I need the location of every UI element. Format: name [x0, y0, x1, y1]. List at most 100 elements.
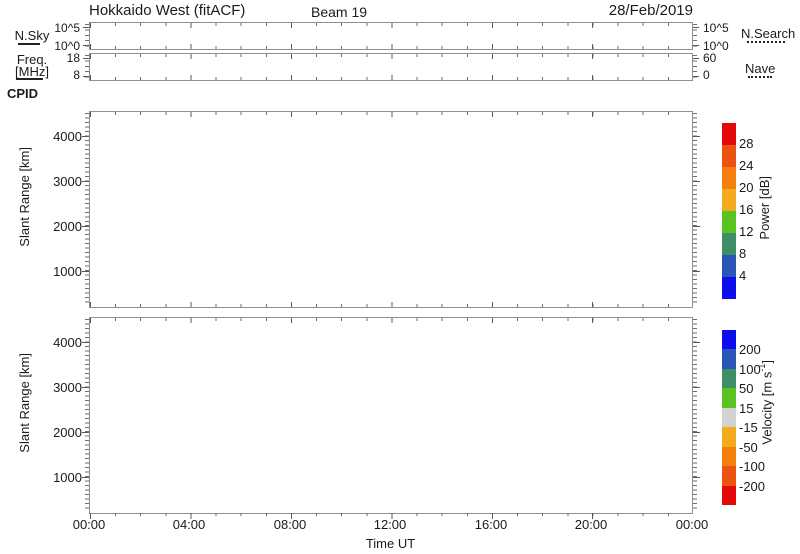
tick-comb	[82, 342, 89, 479]
colorbar-cell	[722, 255, 736, 277]
nsky-legend-label: N.Sky	[14, 28, 50, 43]
colorbar-cell	[722, 189, 736, 211]
velocity-colorbar-title-suffix: ]	[759, 360, 775, 364]
power-ylabel: Slant Range [km]	[17, 147, 32, 247]
plot-title: Hokkaido West (fitACF)	[89, 2, 246, 19]
velocity-range-time-panel	[82, 317, 700, 519]
colorbar-tick-label: 100	[739, 362, 761, 377]
colorbar-cell	[722, 145, 736, 167]
tick	[83, 45, 89, 46]
colorbar-cell	[722, 349, 736, 369]
tick-comb	[85, 55, 89, 79]
tick-comb	[90, 75, 692, 80]
nsky-ytick-top: 10^5	[54, 21, 80, 35]
beam-label: Beam 19	[311, 4, 368, 20]
date-label: 28/Feb/2019	[608, 2, 693, 19]
tick	[693, 27, 699, 28]
tick	[693, 58, 699, 59]
colorbar-cell	[722, 485, 736, 505]
tick	[83, 76, 89, 77]
tick-comb	[90, 318, 692, 323]
xtick-label: 00:00	[72, 517, 106, 532]
tick-comb	[90, 54, 692, 59]
xaxis-title: Time UT	[365, 536, 416, 551]
colorbar-tick-label: -200	[739, 479, 766, 494]
xtick-label: 16:00	[474, 517, 508, 532]
ytick-label: 2000	[53, 219, 82, 234]
tick-comb	[90, 23, 692, 28]
colorbar-cell	[722, 123, 736, 145]
tick-comb	[693, 342, 700, 479]
colorbar-cell	[722, 446, 736, 467]
colorbar-tick-label: 50	[739, 381, 754, 396]
nave-right-tick-top: 60	[703, 51, 717, 65]
colorbar-cell	[722, 368, 736, 389]
colorbar-tick-label: -15	[739, 420, 758, 435]
colorbar-tick-label: 12	[739, 224, 754, 239]
nsearch-legend-label: N.Search	[741, 26, 796, 41]
tick-comb	[90, 44, 692, 49]
colorbar-cell	[722, 466, 736, 486]
solid-line-key	[16, 78, 43, 80]
freq-legend-label-line1: Freq.	[16, 52, 48, 67]
velocity-colorbar-title-text: Velocity [m s	[759, 371, 775, 445]
ytick-label: 3000	[53, 380, 82, 395]
colorbar-cell	[722, 211, 736, 233]
power-range-time-panel	[82, 111, 700, 308]
dotted-line-key	[748, 76, 772, 78]
freq-ytick-bottom: 8	[73, 68, 80, 82]
colorbar-tick-label: -100	[739, 459, 766, 474]
tick-comb	[90, 112, 692, 117]
colorbar-cell	[722, 277, 736, 299]
ytick-label: 2000	[53, 425, 82, 440]
colorbar-cell	[722, 388, 736, 408]
velocity-colorbar	[722, 330, 736, 505]
tick	[83, 58, 89, 59]
velocity-colorbar-title-sup: -1	[757, 363, 767, 372]
power-colorbar-title: Power [dB]	[757, 176, 772, 240]
tick-comb	[693, 136, 700, 273]
ytick-label: 1000	[53, 264, 82, 279]
nsky-ytick-bottom: 10^0	[54, 39, 80, 53]
ytick-label: 1000	[53, 470, 82, 485]
colorbar-tick-label: 24	[739, 158, 754, 173]
nsky-panel	[83, 22, 699, 50]
tick-comb	[90, 302, 692, 307]
colorbar-tick-label: 200	[739, 342, 761, 357]
colorbar-tick-label: 20	[739, 180, 754, 195]
solid-line-key	[18, 43, 40, 45]
nave-legend-label: Nave	[745, 61, 776, 76]
colorbar-tick-label: 4	[739, 268, 747, 283]
colorbar-tick-label: 28	[739, 136, 754, 151]
colorbar-tick-label: 8	[739, 246, 747, 261]
velocity-colorbar-title: Velocity [m s-1]	[757, 360, 774, 445]
colorbar-cell	[722, 407, 736, 428]
colorbar-tick-label: 16	[739, 202, 754, 217]
freq-ytick-top: 18	[66, 51, 80, 65]
tick	[693, 45, 699, 46]
tick-comb	[693, 24, 697, 48]
tick-comb	[82, 136, 89, 273]
colorbar-tick-label: -50	[739, 440, 758, 455]
colorbar-tick-label: 15	[739, 401, 754, 416]
tick	[693, 76, 699, 77]
xtick-label: 20:00	[574, 517, 608, 532]
colorbar-cell	[722, 233, 736, 255]
xtick-label: 00:00	[675, 517, 709, 532]
ytick-label: 4000	[53, 335, 82, 350]
ytick-label: 4000	[53, 129, 82, 144]
colorbar-cell	[722, 330, 736, 350]
nave-right-tick-bottom: 0	[703, 68, 710, 82]
colorbar-cell	[722, 427, 736, 447]
nsky-right-tick-top: 10^5	[703, 21, 729, 35]
ytick-label: 3000	[53, 174, 82, 189]
xtick-label: 08:00	[273, 517, 307, 532]
cpid-label: CPID	[7, 86, 39, 101]
dotted-line-key	[747, 41, 785, 43]
velocity-ylabel: Slant Range [km]	[17, 353, 32, 453]
nsky-right-tick-bottom: 10^0	[703, 39, 729, 53]
tick-comb	[85, 24, 89, 48]
freq-panel	[83, 53, 699, 81]
tick	[83, 27, 89, 28]
